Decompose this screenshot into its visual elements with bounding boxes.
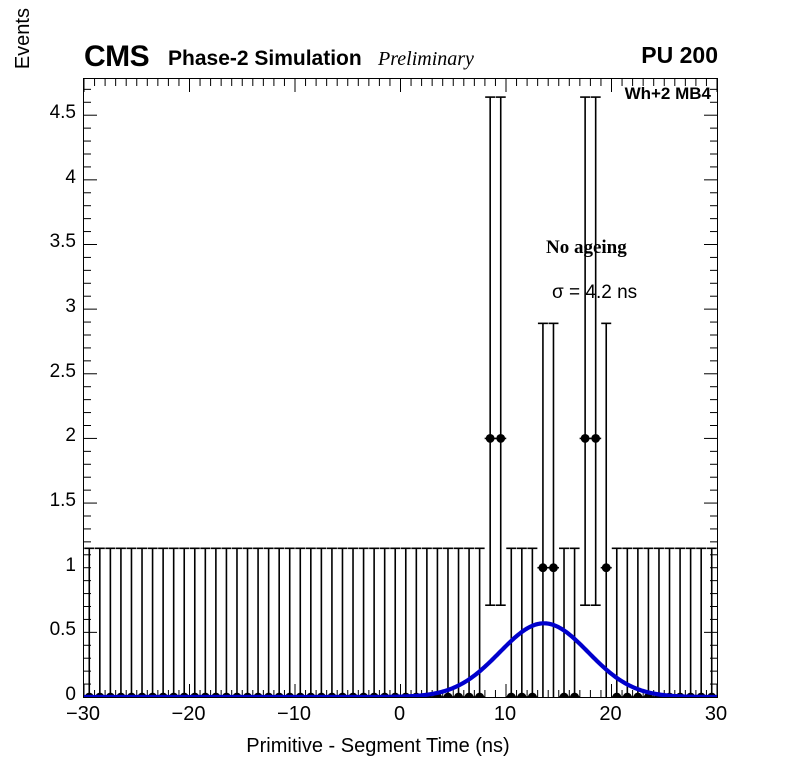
y-tick-label: 1 — [65, 554, 76, 576]
data-point — [443, 692, 453, 697]
y-tick-label: 0.5 — [49, 619, 76, 641]
annotation-scenario: No ageing — [546, 237, 627, 258]
cms-preliminary-tag: Preliminary — [378, 48, 474, 70]
data-point — [559, 692, 569, 697]
error-bars — [84, 96, 717, 697]
data-point — [464, 692, 474, 697]
gaussian-fit-curve — [84, 621, 717, 697]
data-point — [612, 692, 622, 697]
x-axis-title: Primitive - Segment Time (ns) — [246, 735, 510, 757]
annotation-resolution: σ = 4.2 ns — [552, 282, 638, 303]
y-tick-label: 1.5 — [49, 490, 76, 512]
plot-frame: Wh+2 MB4 No ageing σ = 4.2 ns — [83, 78, 718, 698]
data-point — [570, 692, 579, 697]
data-point — [622, 692, 632, 697]
data-point — [454, 692, 463, 697]
x-tick-label: −10 — [277, 703, 311, 725]
pileup-label: PU 200 — [641, 42, 718, 68]
cms-logo: CMS — [84, 40, 150, 73]
data-point — [633, 692, 643, 697]
annotation-chamber: Wh+2 MB4 — [624, 84, 711, 103]
x-tick-label: 30 — [704, 703, 728, 725]
y-tick-label: 3.5 — [49, 231, 76, 253]
x-tick-label: −30 — [66, 703, 100, 725]
y-tick-label: 0 — [65, 684, 76, 705]
x-tick-label: 10 — [493, 703, 517, 725]
plot-graphics — [84, 79, 717, 697]
y-tick-label: 3 — [65, 296, 76, 318]
x-tick-label: −20 — [171, 703, 206, 725]
data-point — [527, 692, 537, 697]
axis-ticks — [84, 79, 717, 697]
cms-header: CMS Phase-2 Simulation Preliminary PU 20… — [0, 0, 796, 80]
data-point — [475, 692, 485, 697]
x-tick-label: 20 — [599, 703, 622, 725]
x-tick-label: 0 — [393, 703, 406, 725]
y-tick-label: 2.5 — [49, 360, 76, 382]
cms-subtitle: Phase-2 Simulation — [168, 47, 362, 70]
y-tick-label: 4 — [65, 166, 76, 188]
data-point — [517, 692, 527, 697]
y-tick-label: 4.5 — [49, 102, 76, 124]
y-axis-tick-labels: 0 0.5 1 1.5 2 2.5 3 3.5 4 4.5 — [8, 0, 76, 772]
data-points — [84, 434, 717, 697]
data-point — [506, 692, 516, 697]
y-tick-label: 2 — [65, 425, 76, 447]
